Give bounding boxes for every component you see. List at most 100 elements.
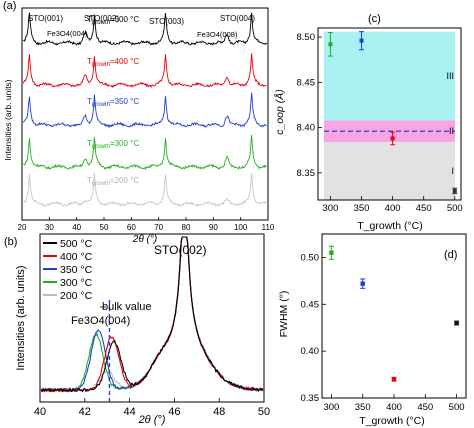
- data-point: [391, 377, 397, 382]
- series-label: Tgrowth=200 °C: [87, 176, 139, 187]
- region-III: [324, 31, 455, 121]
- y-tick-label: 8.45: [297, 77, 316, 88]
- legend-label: 400 °C: [60, 251, 93, 263]
- data-point: [390, 136, 395, 141]
- panel-b-xlabel: 2θ (°): [138, 414, 166, 426]
- legend-label: 350 °C: [60, 264, 93, 276]
- peak-label-sto003: STO(003): [149, 17, 184, 26]
- series-label: Tgrowth=350 °C: [87, 97, 139, 108]
- panel-b-letter: (b): [4, 236, 17, 248]
- annotation-bulk-value: bulk value: [102, 301, 152, 313]
- xrd-curve-5: [23, 173, 267, 207]
- xrd-curve-3: [22, 92, 267, 129]
- x-tick-label: 300: [323, 402, 339, 413]
- x-tick-label: 110: [262, 223, 275, 232]
- x-tick-label: 42: [79, 406, 91, 418]
- x-tick-label: 300: [323, 203, 339, 214]
- series-label: Tgrowth=400 °C: [87, 57, 139, 68]
- xrd-curve-2: [22, 53, 267, 89]
- legend-label: 500 °C: [60, 238, 93, 250]
- x-tick-label: 350: [355, 402, 371, 413]
- x-tick-label: 80: [182, 223, 191, 232]
- x-tick-label: 500: [449, 402, 465, 413]
- x-tick-label: 44: [123, 406, 135, 418]
- y-tick-label: 0.50: [301, 252, 320, 263]
- annotation-fe3o4-004: Fe3O4(004): [71, 315, 130, 327]
- panel-a-ylabel: Intensities (arb. units): [3, 79, 13, 160]
- data-point: [360, 281, 365, 286]
- panel-b-curves: [40, 236, 264, 394]
- x-tick-label: 70: [154, 223, 163, 232]
- x-tick-label: 20: [18, 223, 27, 232]
- xrd-curve-4: [23, 134, 267, 171]
- x-tick-label: 50: [258, 406, 270, 418]
- data-point: [452, 188, 457, 193]
- y-tick-label: 8.50: [297, 32, 316, 43]
- data-point: [454, 320, 459, 326]
- peak-label-fe3o4-004: Fe3O4(004): [47, 29, 88, 38]
- y-tick-label: 8.40: [297, 123, 316, 134]
- x-tick-label: 450: [416, 203, 432, 214]
- panel-b-x-ticks: 40 42 44 46 48 50: [34, 398, 270, 418]
- data-point: [359, 38, 364, 43]
- panel-b-frame: [39, 233, 265, 403]
- peak-label-sto001: STO(001): [28, 14, 63, 23]
- x-tick-label: 48: [213, 406, 225, 418]
- x-tick-label: 40: [72, 223, 81, 232]
- y-tick-label: 0.40: [301, 346, 320, 357]
- xrd-curve-1: [23, 12, 267, 46]
- panel-a-xrd-wide-scan: (a) Intensities (arb. units) 2θ (°) 20 30…: [3, 0, 275, 245]
- legend-label: 200 °C: [60, 290, 93, 302]
- panel-d-xlabel: T_growth (°C): [359, 415, 424, 427]
- panel-c-xlabel: T_growth (°C): [357, 220, 422, 232]
- x-tick-label: 50: [100, 223, 109, 232]
- region-label: II: [449, 126, 454, 136]
- data-point: [329, 250, 334, 255]
- x-tick-label: 450: [417, 402, 433, 413]
- panel-c-points: [327, 31, 458, 195]
- y-tick-label: 0.45: [301, 299, 320, 310]
- panel-a-letter: (a): [3, 0, 16, 12]
- region-I: [324, 142, 455, 200]
- data-point: [328, 42, 333, 47]
- y-tick-label: 0.35: [301, 393, 320, 404]
- panel-c-frame: [317, 27, 462, 201]
- peak-label-sto004: STO(004): [220, 14, 255, 23]
- y-tick-label: 8.35: [297, 168, 316, 179]
- panel-d-points: [328, 245, 460, 382]
- x-tick-label: 400: [386, 402, 402, 413]
- xrd-zoom-curve-1: [40, 236, 264, 393]
- panel-d-axes: 300 350 400 450 500 0.35 0.40 0.45 0.50: [301, 252, 465, 413]
- panel-b-xrd-zoom: (b) Intensities (arb. units) 2θ (°) 40 42…: [4, 233, 270, 426]
- peak-label-sto002: STO(002): [84, 14, 119, 23]
- annotation-sto002: STO(002): [154, 243, 206, 257]
- series-label: Tgrowth=300 °C: [87, 139, 139, 150]
- panel-a-curves: [22, 12, 267, 207]
- x-tick-label: 500: [447, 203, 463, 214]
- x-tick-label: 30: [45, 223, 54, 232]
- region-label: III: [446, 71, 454, 81]
- panel-c-ylabel: c_oop (Å): [273, 89, 286, 135]
- panel-c-letter: (c): [368, 13, 381, 25]
- x-tick-label: 46: [168, 406, 180, 418]
- x-tick-label: 60: [127, 223, 136, 232]
- panel-d-ylabel: FWHM (°): [278, 291, 290, 338]
- panel-b-ylabel: Intensities (arb. units): [15, 265, 27, 370]
- peak-label-fe3o4-008: Fe3O4(008): [197, 30, 238, 39]
- series-label: Tgrowth=500 °C: [87, 15, 139, 26]
- panel-a-x-ticks: 20 30 40 50 60 70 80 90 100 110: [18, 217, 275, 232]
- x-tick-label: 40: [34, 406, 46, 418]
- x-tick-label: 400: [385, 203, 401, 214]
- legend-label: 300 °C: [60, 277, 93, 289]
- panel-a-frame: [21, 7, 269, 221]
- x-tick-label: 350: [354, 203, 370, 214]
- x-tick-label: 90: [209, 223, 218, 232]
- region-label: I: [451, 166, 454, 176]
- panel-c-axes: 300 350 400 450 500 8.35 8.40 8.45 8.50: [297, 32, 463, 214]
- panel-d-fwhm: (d) 300 350 400 450 500 0.35 0.40 0.45 0.50 FWHM…: [278, 233, 467, 427]
- panel-a-xlabel: 2θ (°): [132, 234, 157, 245]
